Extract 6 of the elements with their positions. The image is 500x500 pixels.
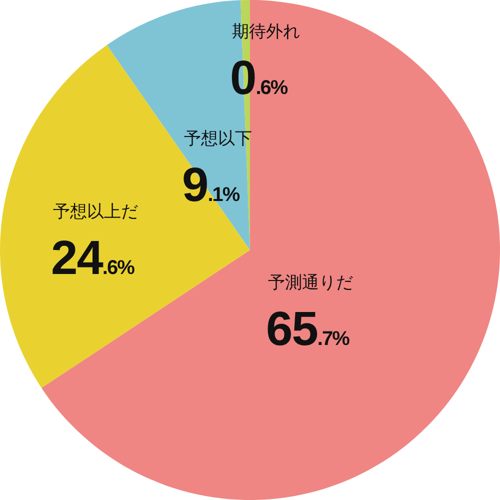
data-label: 65.7% bbox=[266, 303, 350, 356]
data-label: 9.1% bbox=[182, 159, 240, 212]
data-label: 24.6% bbox=[51, 232, 136, 285]
pie-slice bbox=[41, 0, 500, 500]
slice-label: 予測通りだ bbox=[268, 273, 353, 293]
slice-label: 予想以上だ bbox=[53, 202, 138, 222]
